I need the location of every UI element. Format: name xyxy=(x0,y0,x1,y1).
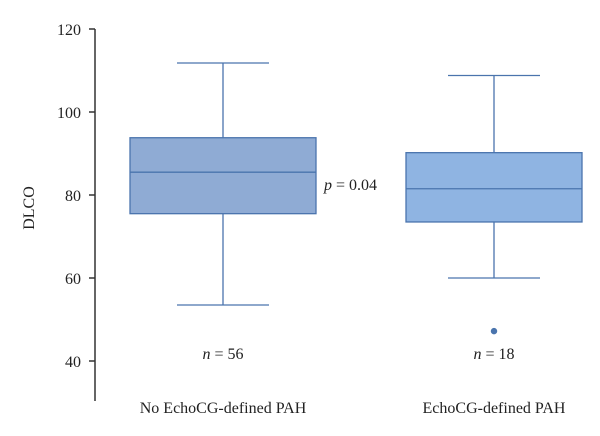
sample-size-value: = 18 xyxy=(481,346,514,363)
sample-size-label: n = 56 xyxy=(202,346,243,363)
sample-size-symbol: n xyxy=(473,346,481,363)
p-value-annotation: p = 0.04 xyxy=(323,177,377,194)
y-tick-label-120: 120 xyxy=(57,22,81,39)
p-value-symbol: p xyxy=(323,177,332,194)
y-tick-label-60: 60 xyxy=(65,271,81,288)
sample-size-label: n = 18 xyxy=(473,346,514,363)
sample-size-symbol: n xyxy=(202,346,210,363)
p-value-text: = 0.04 xyxy=(332,177,377,194)
y-axis: 40 60 80 100 120 xyxy=(57,22,96,401)
boxes-layer: n = 56 n = 18 xyxy=(129,62,583,363)
box-group-2: n = 18 xyxy=(405,74,583,363)
outlier-point-1 xyxy=(490,327,498,335)
iqr-box xyxy=(405,152,583,223)
y-tick-label-40: 40 xyxy=(65,354,81,371)
box-group-1: n = 56 xyxy=(129,62,317,363)
y-tick-label-100: 100 xyxy=(57,105,81,122)
category-label-pah: EchoCG-defined PAH xyxy=(423,400,566,417)
sample-size-value: = 56 xyxy=(210,346,243,363)
y-tick-label-80: 80 xyxy=(65,188,81,205)
category-label-no-pah: No EchoCG-defined PAH xyxy=(140,400,307,417)
iqr-box xyxy=(129,137,317,215)
y-axis-title: DLCO xyxy=(21,186,38,230)
